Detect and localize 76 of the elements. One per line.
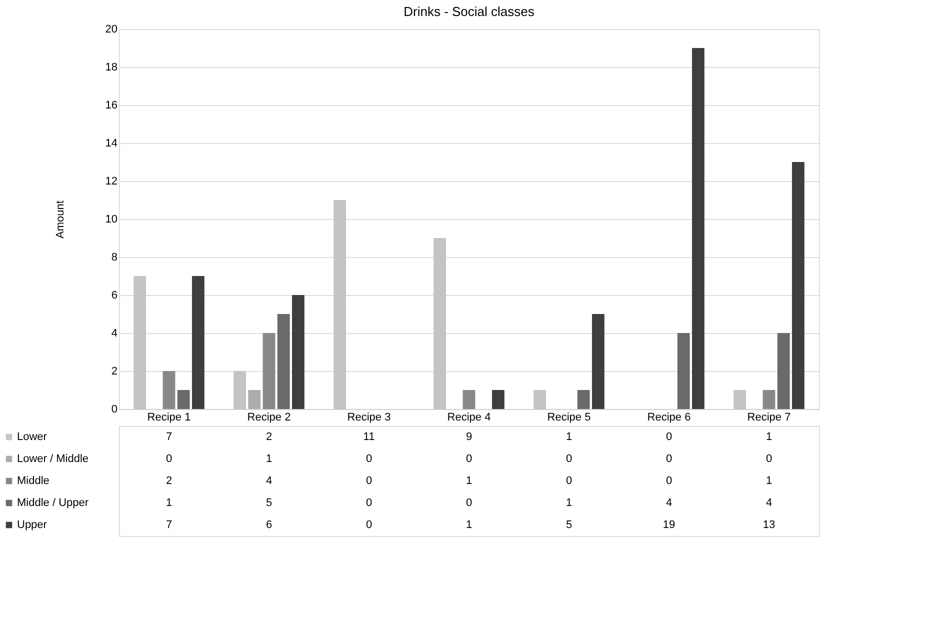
y-tick-label: 6 <box>111 290 118 302</box>
data-label: 1 <box>266 453 272 465</box>
data-label: 11 <box>363 431 375 443</box>
bar <box>577 390 590 409</box>
legend-label: Lower / Middle <box>17 453 89 465</box>
data-label: 0 <box>366 497 372 509</box>
x-tick-label: Recipe 7 <box>747 412 791 424</box>
data-label: 0 <box>466 497 472 509</box>
x-tick-label: Recipe 1 <box>147 412 191 424</box>
data-label: 0 <box>166 453 172 465</box>
bar <box>492 390 504 409</box>
y-tick-label: 18 <box>105 62 118 74</box>
x-tick-label: Recipe 3 <box>347 412 391 424</box>
data-label: 0 <box>666 475 672 487</box>
y-tick-label: 12 <box>105 176 118 188</box>
bar <box>692 48 704 409</box>
x-tick-label: Recipe 6 <box>647 412 691 424</box>
bar <box>248 390 261 409</box>
bar <box>262 333 276 409</box>
bar <box>762 390 776 409</box>
data-label: 1 <box>466 519 472 531</box>
data-label: 0 <box>366 519 372 531</box>
y-tick-label: 0 <box>111 404 118 416</box>
data-label: 0 <box>366 453 372 465</box>
data-label: 5 <box>266 497 272 509</box>
bar <box>677 333 690 409</box>
data-label: 19 <box>662 519 676 531</box>
bar <box>177 390 190 409</box>
chart-title: Drinks - Social classes <box>404 4 535 19</box>
data-label: 1 <box>566 497 572 509</box>
data-label: 4 <box>666 497 672 509</box>
data-label: 7 <box>166 431 172 443</box>
legend-label: Middle / Upper <box>17 497 89 509</box>
y-tick-label: 4 <box>111 328 118 340</box>
x-tick-label: Recipe 5 <box>547 412 591 424</box>
data-label: 7 <box>166 519 172 531</box>
bar <box>162 371 176 409</box>
data-label: 0 <box>366 475 372 487</box>
data-label: 1 <box>766 475 772 487</box>
x-tick-label: Recipe 4 <box>447 412 491 424</box>
y-tick-label: 2 <box>111 366 118 378</box>
data-label: 2 <box>166 475 172 487</box>
x-tick-label: Recipe 2 <box>247 412 291 424</box>
bar <box>277 314 290 409</box>
data-label: 0 <box>566 475 572 487</box>
y-tick-label: 20 <box>105 24 118 36</box>
bar <box>592 314 604 409</box>
data-label: 2 <box>266 431 272 443</box>
data-label: 0 <box>666 453 672 465</box>
bar <box>192 276 204 409</box>
bar <box>777 333 790 409</box>
data-label: 1 <box>766 431 772 443</box>
data-label: 1 <box>166 497 172 509</box>
data-label: 9 <box>466 431 472 443</box>
bar <box>792 162 804 409</box>
bar <box>292 295 304 409</box>
data-label: 0 <box>566 453 572 465</box>
y-tick-label: 10 <box>105 214 118 226</box>
data-label: 5 <box>566 519 572 531</box>
legend-label: Upper <box>17 519 48 531</box>
data-label: 1 <box>566 431 572 443</box>
data-label: 0 <box>466 453 472 465</box>
data-label: 4 <box>266 475 272 487</box>
y-tick-label: 8 <box>111 252 118 264</box>
y-tick-label: 14 <box>105 138 118 150</box>
data-label: 0 <box>766 453 772 465</box>
data-label: 13 <box>762 519 776 531</box>
bar <box>462 390 476 409</box>
data-label: 6 <box>266 519 272 531</box>
y-tick-label: 16 <box>105 100 118 112</box>
legend-label: Lower <box>17 431 48 443</box>
data-label: 0 <box>666 431 672 443</box>
data-label: 1 <box>466 475 472 487</box>
data-label: 4 <box>766 497 772 509</box>
legend-label: Middle <box>17 475 50 487</box>
y-axis-title: Amount <box>54 200 66 238</box>
